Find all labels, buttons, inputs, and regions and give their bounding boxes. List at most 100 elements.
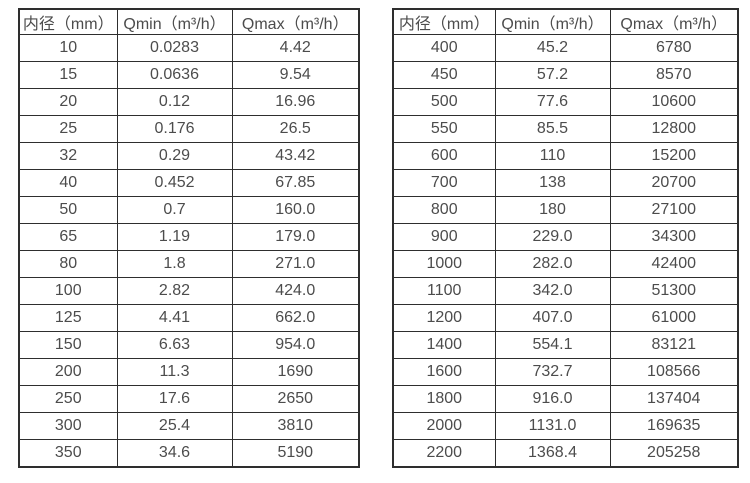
diameter-cell: 450	[392, 61, 496, 89]
qmin-cell: 732.7	[494, 358, 611, 386]
diameter-cell: 250	[18, 385, 118, 413]
qmax-cell: 108566	[609, 358, 739, 386]
qmin-cell: 0.12	[116, 88, 233, 116]
diameter-cell: 125	[18, 304, 118, 332]
diameter-cell: 80	[18, 250, 118, 278]
qmax-cell: 9.54	[231, 61, 360, 89]
qmax-cell: 15200	[609, 142, 739, 170]
diameter-cell: 65	[18, 223, 118, 251]
diameter-cell: 1800	[392, 385, 496, 413]
table-row: 900 229.0 34300	[392, 223, 739, 251]
qmax-cell: 12800	[609, 115, 739, 143]
table-row: 32 0.29 43.42	[18, 142, 360, 170]
table-row: 80 1.8 271.0	[18, 250, 360, 278]
diameter-cell: 50	[18, 196, 118, 224]
qmax-cell: 137404	[609, 385, 739, 413]
table-row: 100 2.82 424.0	[18, 277, 360, 305]
qmax-cell: 4.42	[231, 34, 360, 62]
diameter-cell: 15	[18, 61, 118, 89]
diameter-cell: 40	[18, 169, 118, 197]
column-header: Qmin（m³/h）	[494, 8, 611, 35]
table-row: 1000 282.0 42400	[392, 250, 739, 278]
qmin-cell: 407.0	[494, 304, 611, 332]
qmin-cell: 17.6	[116, 385, 233, 413]
qmin-cell: 11.3	[116, 358, 233, 386]
diameter-cell: 600	[392, 142, 496, 170]
diameter-cell: 500	[392, 88, 496, 116]
qmax-cell: 43.42	[231, 142, 360, 170]
diameter-cell: 25	[18, 115, 118, 143]
column-header: Qmax（m³/h）	[609, 8, 739, 35]
diameter-cell: 100	[18, 277, 118, 305]
qmin-cell: 85.5	[494, 115, 611, 143]
qmin-cell: 0.7	[116, 196, 233, 224]
diameter-cell: 550	[392, 115, 496, 143]
table-row: 300 25.4 3810	[18, 412, 360, 440]
table-row: 125 4.41 662.0	[18, 304, 360, 332]
table-row: 20 0.12 16.96	[18, 88, 360, 116]
diameter-cell: 350	[18, 439, 118, 467]
qmin-cell: 138	[494, 169, 611, 197]
column-header: Qmax（m³/h）	[231, 8, 360, 35]
qmax-cell: 179.0	[231, 223, 360, 251]
qmin-cell: 554.1	[494, 331, 611, 359]
qmax-cell: 26.5	[231, 115, 360, 143]
diameter-cell: 1100	[392, 277, 496, 305]
qmin-cell: 0.0636	[116, 61, 233, 89]
table-row: 450 57.2 8570	[392, 61, 739, 89]
qmin-cell: 229.0	[494, 223, 611, 251]
table-row: 350 34.6 5190	[18, 439, 360, 467]
qmin-cell: 34.6	[116, 439, 233, 467]
qmin-cell: 2.82	[116, 277, 233, 305]
qmin-cell: 0.29	[116, 142, 233, 170]
qmax-cell: 954.0	[231, 331, 360, 359]
table-row: 700 138 20700	[392, 169, 739, 197]
qmin-cell: 1131.0	[494, 412, 611, 440]
qmax-cell: 169635	[609, 412, 739, 440]
table-row: 65 1.19 179.0	[18, 223, 360, 251]
column-header: Qmin（m³/h）	[116, 8, 233, 35]
qmax-cell: 662.0	[231, 304, 360, 332]
table-row: 1400 554.1 83121	[392, 331, 739, 359]
diameter-cell: 1200	[392, 304, 496, 332]
table-row: 1100 342.0 51300	[392, 277, 739, 305]
qmax-cell: 424.0	[231, 277, 360, 305]
header-row: 内径（mm） Qmin（m³/h） Qmax（m³/h）	[392, 8, 739, 35]
table-row: 50 0.7 160.0	[18, 196, 360, 224]
qmax-cell: 205258	[609, 439, 739, 467]
table-row: 1800 916.0 137404	[392, 385, 739, 413]
qmin-cell: 0.176	[116, 115, 233, 143]
diameter-cell: 900	[392, 223, 496, 251]
qmin-cell: 25.4	[116, 412, 233, 440]
qmax-cell: 42400	[609, 250, 739, 278]
diameter-cell: 2000	[392, 412, 496, 440]
qmin-cell: 0.0283	[116, 34, 233, 62]
table-row: 600 110 15200	[392, 142, 739, 170]
table-row: 40 0.452 67.85	[18, 169, 360, 197]
qmax-cell: 6780	[609, 34, 739, 62]
table-row: 150 6.63 954.0	[18, 331, 360, 359]
table-row: 1200 407.0 61000	[392, 304, 739, 332]
qmax-cell: 5190	[231, 439, 360, 467]
table-row: 800 180 27100	[392, 196, 739, 224]
qmin-cell: 1.19	[116, 223, 233, 251]
qmax-cell: 271.0	[231, 250, 360, 278]
diameter-cell: 200	[18, 358, 118, 386]
qmax-cell: 2650	[231, 385, 360, 413]
qmax-cell: 27100	[609, 196, 739, 224]
table-row: 500 77.6 10600	[392, 88, 739, 116]
qmin-cell: 57.2	[494, 61, 611, 89]
qmin-cell: 4.41	[116, 304, 233, 332]
diameter-cell: 150	[18, 331, 118, 359]
qmin-cell: 6.63	[116, 331, 233, 359]
qmin-cell: 1.8	[116, 250, 233, 278]
qmin-cell: 77.6	[494, 88, 611, 116]
diameter-cell: 1400	[392, 331, 496, 359]
table-row: 15 0.0636 9.54	[18, 61, 360, 89]
table-row: 550 85.5 12800	[392, 115, 739, 143]
qmax-cell: 34300	[609, 223, 739, 251]
qmax-cell: 16.96	[231, 88, 360, 116]
table-row: 400 45.2 6780	[392, 34, 739, 62]
qmin-cell: 45.2	[494, 34, 611, 62]
